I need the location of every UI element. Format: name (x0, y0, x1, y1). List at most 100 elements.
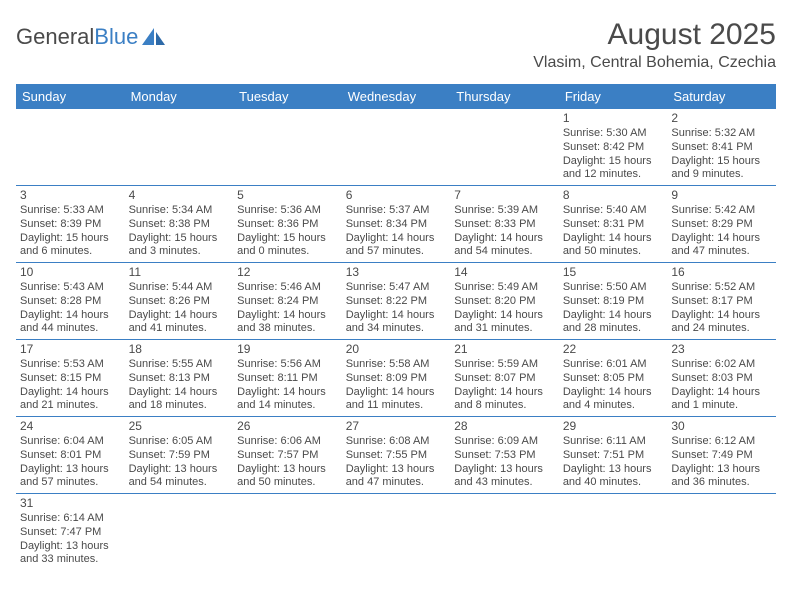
day-number: 15 (563, 265, 664, 280)
weekday-row: Sunday Monday Tuesday Wednesday Thursday… (16, 84, 776, 109)
daylight-text: Daylight: 14 hours and 8 minutes. (454, 386, 555, 414)
day-number: 31 (20, 496, 121, 511)
sunset-text: Sunset: 8:28 PM (20, 295, 121, 309)
sunrise-text: Sunrise: 6:01 AM (563, 358, 664, 372)
calendar-row: 24Sunrise: 6:04 AMSunset: 8:01 PMDayligh… (16, 417, 776, 494)
daylight-text: Daylight: 13 hours and 50 minutes. (237, 463, 338, 491)
calendar-cell: 19Sunrise: 5:56 AMSunset: 8:11 PMDayligh… (233, 340, 342, 417)
day-number: 23 (671, 342, 772, 357)
day-number: 3 (20, 188, 121, 203)
sunrise-text: Sunrise: 5:33 AM (20, 204, 121, 218)
calendar-cell: 20Sunrise: 5:58 AMSunset: 8:09 PMDayligh… (342, 340, 451, 417)
day-number: 19 (237, 342, 338, 357)
daylight-text: Daylight: 14 hours and 57 minutes. (346, 232, 447, 260)
calendar-cell (233, 494, 342, 571)
daylight-text: Daylight: 15 hours and 6 minutes. (20, 232, 121, 260)
calendar-cell (342, 494, 451, 571)
sunset-text: Sunset: 8:33 PM (454, 218, 555, 232)
day-number: 12 (237, 265, 338, 280)
sunset-text: Sunset: 7:47 PM (20, 526, 121, 540)
calendar-row: 17Sunrise: 5:53 AMSunset: 8:15 PMDayligh… (16, 340, 776, 417)
page-subtitle: Vlasim, Central Bohemia, Czechia (533, 54, 776, 72)
daylight-text: Daylight: 14 hours and 50 minutes. (563, 232, 664, 260)
page-title: August 2025 (533, 18, 776, 52)
calendar-cell: 4Sunrise: 5:34 AMSunset: 8:38 PMDaylight… (125, 186, 234, 263)
sunset-text: Sunset: 8:09 PM (346, 372, 447, 386)
day-number: 10 (20, 265, 121, 280)
calendar-cell: 7Sunrise: 5:39 AMSunset: 8:33 PMDaylight… (450, 186, 559, 263)
calendar-body: 1Sunrise: 5:30 AMSunset: 8:42 PMDaylight… (16, 109, 776, 570)
sunrise-text: Sunrise: 5:30 AM (563, 127, 664, 141)
daylight-text: Daylight: 14 hours and 54 minutes. (454, 232, 555, 260)
calendar-cell (125, 494, 234, 571)
calendar-cell: 28Sunrise: 6:09 AMSunset: 7:53 PMDayligh… (450, 417, 559, 494)
daylight-text: Daylight: 13 hours and 57 minutes. (20, 463, 121, 491)
sunset-text: Sunset: 8:11 PM (237, 372, 338, 386)
sunrise-text: Sunrise: 6:04 AM (20, 435, 121, 449)
sunset-text: Sunset: 8:05 PM (563, 372, 664, 386)
sunrise-text: Sunrise: 5:36 AM (237, 204, 338, 218)
calendar-cell: 23Sunrise: 6:02 AMSunset: 8:03 PMDayligh… (667, 340, 776, 417)
sunrise-text: Sunrise: 6:09 AM (454, 435, 555, 449)
sunrise-text: Sunrise: 5:37 AM (346, 204, 447, 218)
calendar-cell (16, 109, 125, 186)
calendar-cell: 27Sunrise: 6:08 AMSunset: 7:55 PMDayligh… (342, 417, 451, 494)
sunset-text: Sunset: 8:07 PM (454, 372, 555, 386)
day-number: 26 (237, 419, 338, 434)
calendar-cell: 11Sunrise: 5:44 AMSunset: 8:26 PMDayligh… (125, 263, 234, 340)
sunrise-text: Sunrise: 5:55 AM (129, 358, 230, 372)
sunset-text: Sunset: 8:34 PM (346, 218, 447, 232)
weekday-header: Monday (125, 84, 234, 109)
day-number: 27 (346, 419, 447, 434)
sunrise-text: Sunrise: 6:06 AM (237, 435, 338, 449)
day-number: 1 (563, 111, 664, 126)
sunrise-text: Sunrise: 5:49 AM (454, 281, 555, 295)
calendar-cell: 21Sunrise: 5:59 AMSunset: 8:07 PMDayligh… (450, 340, 559, 417)
sunrise-text: Sunrise: 6:05 AM (129, 435, 230, 449)
daylight-text: Daylight: 14 hours and 28 minutes. (563, 309, 664, 337)
calendar-cell: 31Sunrise: 6:14 AMSunset: 7:47 PMDayligh… (16, 494, 125, 571)
day-number: 30 (671, 419, 772, 434)
sunrise-text: Sunrise: 5:50 AM (563, 281, 664, 295)
day-number: 16 (671, 265, 772, 280)
day-number: 18 (129, 342, 230, 357)
day-number: 17 (20, 342, 121, 357)
day-number: 14 (454, 265, 555, 280)
day-number: 13 (346, 265, 447, 280)
sunrise-text: Sunrise: 5:59 AM (454, 358, 555, 372)
day-number: 28 (454, 419, 555, 434)
header: GeneralBlue August 2025 Vlasim, Central … (16, 18, 776, 72)
calendar-cell (342, 109, 451, 186)
sunrise-text: Sunrise: 6:08 AM (346, 435, 447, 449)
calendar-cell: 22Sunrise: 6:01 AMSunset: 8:05 PMDayligh… (559, 340, 668, 417)
sunrise-text: Sunrise: 5:58 AM (346, 358, 447, 372)
sunrise-text: Sunrise: 6:12 AM (671, 435, 772, 449)
day-number: 4 (129, 188, 230, 203)
daylight-text: Daylight: 14 hours and 11 minutes. (346, 386, 447, 414)
calendar-row: 1Sunrise: 5:30 AMSunset: 8:42 PMDaylight… (16, 109, 776, 186)
calendar-cell: 14Sunrise: 5:49 AMSunset: 8:20 PMDayligh… (450, 263, 559, 340)
sunrise-text: Sunrise: 5:34 AM (129, 204, 230, 218)
weekday-header: Friday (559, 84, 668, 109)
calendar-cell: 2Sunrise: 5:32 AMSunset: 8:41 PMDaylight… (667, 109, 776, 186)
sunrise-text: Sunrise: 5:40 AM (563, 204, 664, 218)
daylight-text: Daylight: 14 hours and 38 minutes. (237, 309, 338, 337)
sunrise-text: Sunrise: 5:46 AM (237, 281, 338, 295)
calendar-cell: 8Sunrise: 5:40 AMSunset: 8:31 PMDaylight… (559, 186, 668, 263)
calendar-cell: 13Sunrise: 5:47 AMSunset: 8:22 PMDayligh… (342, 263, 451, 340)
sunset-text: Sunset: 8:13 PM (129, 372, 230, 386)
calendar-row: 31Sunrise: 6:14 AMSunset: 7:47 PMDayligh… (16, 494, 776, 571)
daylight-text: Daylight: 15 hours and 9 minutes. (671, 155, 772, 183)
weekday-header: Tuesday (233, 84, 342, 109)
daylight-text: Daylight: 14 hours and 31 minutes. (454, 309, 555, 337)
calendar-cell (125, 109, 234, 186)
logo-text-1: General (16, 24, 94, 50)
calendar-cell: 6Sunrise: 5:37 AMSunset: 8:34 PMDaylight… (342, 186, 451, 263)
sunset-text: Sunset: 8:03 PM (671, 372, 772, 386)
calendar-row: 3Sunrise: 5:33 AMSunset: 8:39 PMDaylight… (16, 186, 776, 263)
daylight-text: Daylight: 13 hours and 33 minutes. (20, 540, 121, 568)
day-number: 21 (454, 342, 555, 357)
sunset-text: Sunset: 8:39 PM (20, 218, 121, 232)
sunrise-text: Sunrise: 5:42 AM (671, 204, 772, 218)
daylight-text: Daylight: 13 hours and 40 minutes. (563, 463, 664, 491)
